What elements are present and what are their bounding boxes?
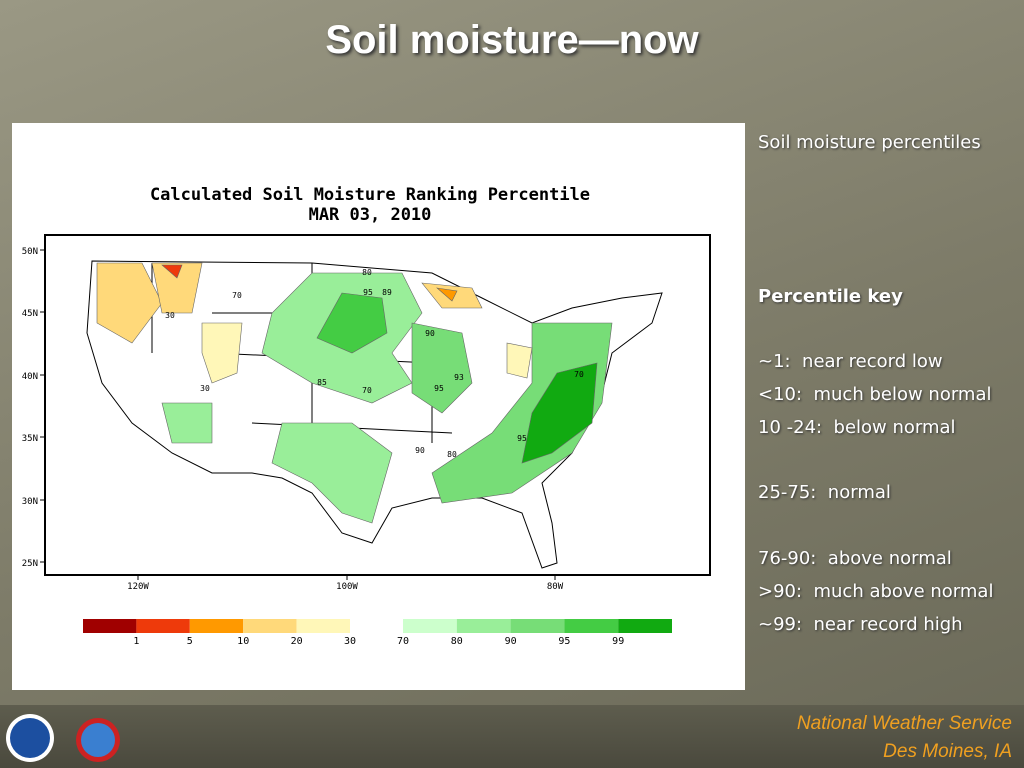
contour-label: 90 — [425, 329, 435, 338]
colorbar-label: 5 — [187, 636, 193, 647]
colorbar-segment — [243, 619, 297, 633]
map: Calculated Soil Moisture Ranking Percent… — [22, 185, 711, 647]
contour-label: 80 — [447, 450, 457, 459]
colorbar-label: 1 — [133, 636, 139, 647]
footer-line: Des Moines, IA — [883, 741, 1012, 762]
contour-label: 89 — [382, 288, 392, 297]
colorbar-segment — [510, 619, 565, 633]
colorbar-segment — [564, 619, 619, 633]
contour-label: 95 — [363, 288, 373, 297]
lat-label: 25N — [22, 559, 38, 569]
colorbar-label: 20 — [291, 636, 303, 647]
noaa-logo-inner — [10, 718, 50, 758]
lat-label: 35N — [22, 434, 38, 444]
map-panel: Calculated Soil Moisture Ranking Percent… — [12, 123, 745, 690]
contour-label: 70 — [232, 291, 242, 300]
lat-label: 40N — [22, 372, 38, 382]
colorbar-segment — [296, 619, 350, 633]
moisture-shading — [96, 262, 613, 524]
colorbar-segment — [618, 619, 672, 633]
colorbar-label: 70 — [397, 636, 409, 647]
colorbar-label: 10 — [237, 636, 249, 647]
lon-label: 80W — [547, 582, 564, 592]
colorbar-segment — [189, 619, 244, 633]
map-date: MAR 03, 2010 — [309, 205, 432, 225]
colorbar-label: 95 — [558, 636, 570, 647]
colorbar-segment — [83, 619, 137, 633]
colorbar-label: 30 — [344, 636, 356, 647]
key-item: ~99: near record high — [758, 614, 963, 635]
slide-title: Soil moisture—now — [325, 18, 699, 62]
contour-label: 80 — [362, 268, 372, 277]
colorbar-label: 99 — [612, 636, 624, 647]
contour-label: 95 — [517, 434, 527, 443]
colorbar-segment — [136, 619, 190, 633]
key-item: <10: much below normal — [758, 384, 992, 405]
lat-label: 50N — [22, 247, 38, 257]
nws-logo-inner — [81, 723, 115, 757]
key-item: 10 -24: below normal — [758, 417, 956, 438]
colorbar-segment — [456, 619, 511, 633]
contour-label: 70 — [362, 386, 372, 395]
logos — [6, 714, 120, 762]
contour-label: 90 — [415, 446, 425, 455]
key-item: 76-90: above normal — [758, 548, 952, 569]
footer: National Weather Service Des Moines, IA — [0, 705, 1024, 768]
contour-label: 30 — [165, 311, 175, 320]
lon-label: 100W — [336, 582, 358, 592]
contour-label: 70 — [574, 370, 584, 379]
contour-label: 30 — [200, 384, 210, 393]
lat-label: 45N — [22, 309, 38, 319]
lon-label: 120W — [127, 582, 149, 592]
colorbar-label: 90 — [505, 636, 517, 647]
key-heading: Soil moisture percentiles — [758, 132, 981, 153]
key-item: 25-75: normal — [758, 482, 891, 503]
lat-label: 30N — [22, 497, 38, 507]
contour-label: 93 — [454, 373, 464, 382]
key-subheading: Percentile key — [758, 286, 903, 307]
map-title: Calculated Soil Moisture Ranking Percent… — [150, 185, 590, 205]
colorbar-segment — [403, 619, 457, 633]
contour-label: 85 — [317, 378, 327, 387]
key-item: ~1: near record low — [758, 351, 943, 372]
colorbar-label: 80 — [451, 636, 463, 647]
contour-label: 95 — [434, 384, 444, 393]
footer-line: National Weather Service — [796, 713, 1012, 734]
key-item: >90: much above normal — [758, 581, 994, 602]
